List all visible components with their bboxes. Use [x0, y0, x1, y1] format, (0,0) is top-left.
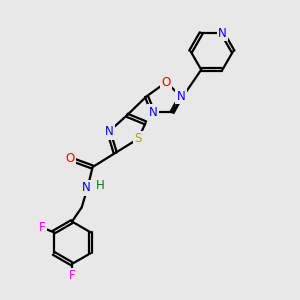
Text: N: N: [218, 26, 227, 40]
Text: F: F: [39, 221, 46, 234]
Text: O: O: [65, 152, 74, 165]
Text: S: S: [134, 132, 142, 145]
Text: N: N: [104, 125, 113, 138]
Text: H: H: [96, 179, 104, 192]
Text: N: N: [176, 90, 185, 103]
Text: N: N: [82, 181, 91, 194]
Text: F: F: [69, 269, 75, 282]
Text: N: N: [148, 106, 157, 119]
Text: O: O: [162, 76, 171, 89]
